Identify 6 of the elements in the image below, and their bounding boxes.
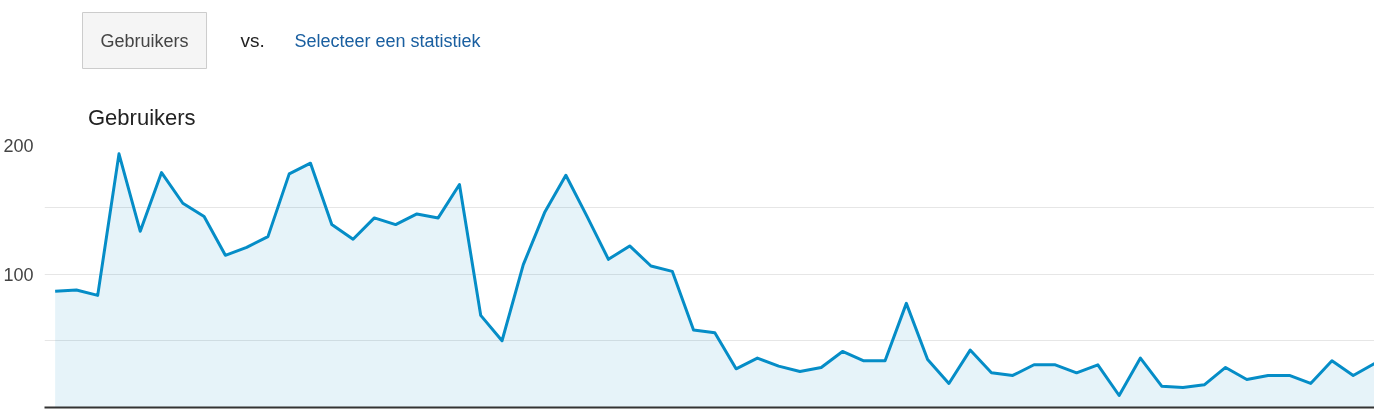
text: Selecteer een statistiek bbox=[294, 30, 482, 51]
text: Gebruikers bbox=[100, 30, 189, 51]
text: vs. bbox=[240, 30, 265, 51]
y-tick-label: 100 bbox=[3, 264, 34, 285]
y-tick-label: 200 bbox=[3, 135, 34, 156]
series-label: Gebruikers bbox=[88, 104, 196, 132]
